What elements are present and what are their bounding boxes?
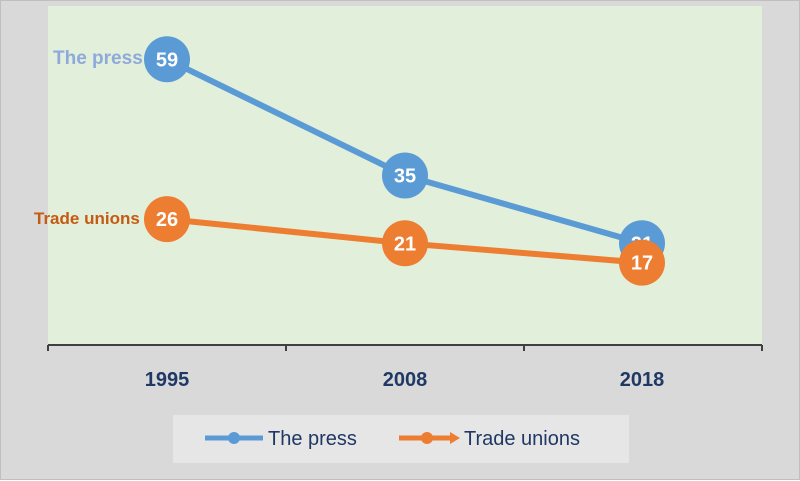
data-point-the-press-2008	[382, 152, 428, 199]
x-tick-label-2008: 2008	[383, 369, 428, 391]
legend-marker-the-press-icon	[228, 432, 240, 444]
data-label-trade-unions-2018: 17	[631, 253, 653, 275]
legend-marker-trade-unions-icon	[421, 432, 433, 444]
x-tick-label-2018: 2018	[620, 369, 665, 391]
legend-label-the-press: The press	[268, 428, 357, 450]
data-label-the-press-1995: 59	[156, 49, 178, 71]
data-label-trade-unions-1995: 26	[156, 209, 178, 231]
legend-label-trade-unions: Trade unions	[464, 428, 580, 450]
legend-item-the-press: The press	[205, 428, 357, 450]
data-label-trade-unions-2008: 21	[394, 233, 416, 255]
legend-item-trade-unions: Trade unions	[399, 428, 580, 450]
series-label-trade-unions: Trade unions	[34, 209, 140, 228]
data-point-trade-unions-2018	[619, 239, 665, 286]
legend-arrow-trade-unions-icon	[450, 432, 460, 444]
data-point-trade-unions-2008	[382, 220, 428, 267]
series-label-the-press: The press	[53, 48, 143, 69]
x-tick-label-1995: 1995	[145, 369, 190, 391]
data-label-the-press-2008: 35	[394, 166, 416, 188]
legend: The press Trade unions	[173, 415, 629, 463]
x-axis-tick-labels: 1995 2008 2018	[145, 369, 665, 391]
series-layer: 593521262117	[144, 36, 665, 286]
data-point-the-press-1995	[144, 36, 190, 83]
x-axis-ticks	[47, 345, 763, 351]
data-point-trade-unions-1995	[144, 196, 190, 243]
